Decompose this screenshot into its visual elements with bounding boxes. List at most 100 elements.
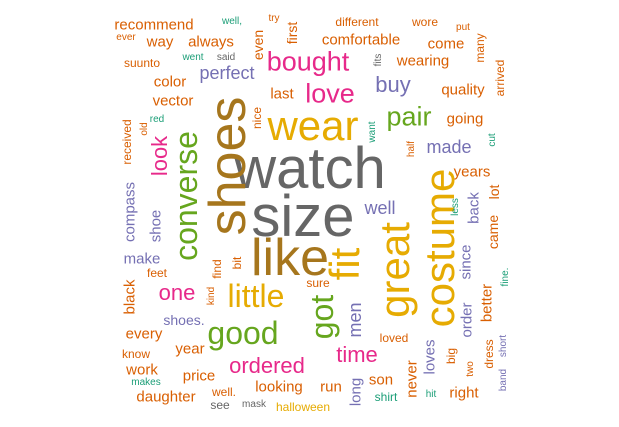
word-every: every [125,325,163,343]
word-sure: sure [306,276,330,290]
word-nice: nice [250,106,264,130]
word-always: always [188,33,234,51]
word-first: first [284,21,300,45]
word-little: little [227,278,285,314]
word-loved: loved [379,331,409,345]
word-years: years [453,163,491,181]
word-run: run [320,378,342,396]
word-good: good [207,315,279,351]
word-dress: dress [482,339,496,369]
word-got: got [304,294,340,340]
word-converse: converse [168,131,204,261]
word-bought: bought [266,46,350,77]
word-work: work [126,361,158,379]
word-received: received [120,119,134,165]
word-find: find [210,259,224,279]
word-two: two [465,361,476,377]
word-son: son [368,371,394,389]
word-ever: ever [116,32,136,43]
word-came: came [485,214,501,250]
word-feet: feet [146,266,168,280]
word-red: red [149,114,165,125]
word-pair: pair [386,101,432,132]
word-way: way [146,33,174,51]
word-quality: quality [441,81,485,99]
word-costume: costume [416,168,463,328]
word-great: great [371,222,418,318]
word-ordered: ordered [229,353,305,378]
word-want: want [367,121,378,143]
word-vector: vector [152,92,194,110]
word-well-comma: well, [221,16,243,27]
word-wore: wore [411,15,439,29]
word-right: right [449,384,479,402]
word-one: one [158,280,196,305]
word-order: order [458,302,476,338]
word-buy: buy [375,72,411,97]
word-wear: wear [267,102,359,149]
word-fine-dot: fine. [500,267,511,287]
word-fit: fit [321,247,368,281]
word-men: men [345,302,365,338]
word-bit: bit [230,256,244,270]
word-well-dot: well. [211,385,237,399]
word-well: well [364,198,396,218]
word-even: even [250,29,266,61]
word-less: less [450,198,461,216]
word-come: come [427,35,465,53]
word-put: put [456,22,470,33]
word-better: better [478,283,496,323]
word-comfortable: comfortable [321,31,401,49]
word-know: know [121,347,151,361]
word-shoes: shoes [199,96,257,236]
word-back: back [465,192,483,224]
word-old: old [139,122,150,136]
word-half: half [406,140,417,158]
word-like: like [250,229,330,287]
word-hit: hit [425,389,437,400]
word-fits: fits [373,53,384,67]
word-went: went [182,52,204,63]
word-arrived: arrived [493,59,507,97]
word-halloween: halloween [275,400,331,414]
word-going: going [446,110,484,128]
word-mask: mask [242,399,266,410]
word-since: since [457,244,475,280]
word-different: different [335,15,379,29]
word-black: black [121,279,139,315]
word-time: time [336,342,378,367]
word-long: long [347,377,365,407]
word-many: many [473,33,487,63]
word-price: price [182,367,216,385]
word-size: size [251,184,355,249]
word-shoes-dot: shoes. [163,312,205,328]
word-color: color [153,73,187,91]
word-love: love [305,78,355,109]
word-band: band [498,368,509,392]
word-makes: makes [131,377,161,388]
word-suunto: suunto [123,56,161,70]
word-never: never [403,360,421,398]
word-recommend: recommend [114,16,194,34]
word-loves: loves [421,339,439,375]
word-year: year [175,340,205,358]
word-try: try [268,13,280,24]
word-shirt: shirt [374,390,398,404]
word-perfect: perfect [199,63,255,83]
word-looking: looking [255,378,303,396]
word-made: made [426,137,472,157]
word-compass: compass [121,181,139,243]
word-said: said [216,52,236,63]
word-see: see [210,398,230,412]
word-make: make [123,250,161,268]
word-look: look [147,135,172,177]
word-wearing: wearing [396,52,450,70]
word-short: short [498,334,509,358]
word-cut: cut [487,133,498,147]
word-lot: lot [486,184,502,200]
word-watch: watch [234,136,386,201]
word-shoe: shoe [147,209,165,243]
word-daughter: daughter [136,388,196,406]
word-kind: kind [206,286,217,306]
